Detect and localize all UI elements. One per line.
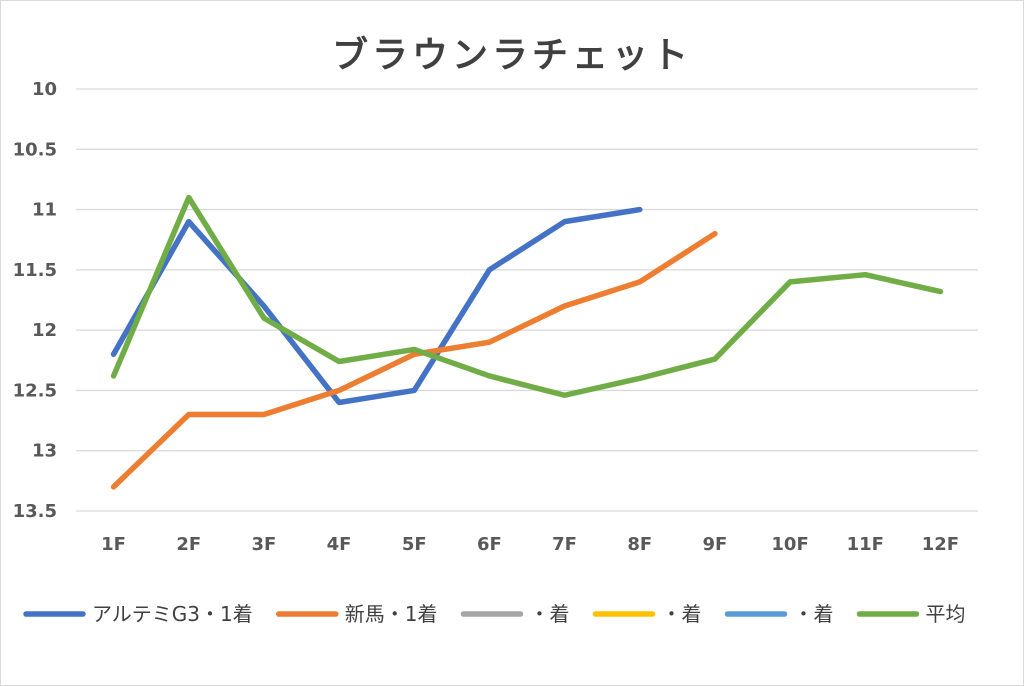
x-tick-label: 12F [922, 534, 959, 555]
legend-item: アルテミG3・1着 [23, 602, 253, 626]
y-tick-label: 12.5 [13, 380, 57, 401]
series-lines [110, 194, 944, 490]
y-tick-label: 10 [32, 79, 57, 100]
legend-label: 平均 [925, 602, 965, 626]
legend-item: 新馬・1着 [276, 602, 438, 626]
x-tick-label: 2F [176, 534, 201, 555]
series-line-1 [110, 230, 718, 490]
x-tick-label: 4F [327, 534, 352, 555]
x-tick-label: 6F [477, 534, 502, 555]
legend-label: アルテミG3・1着 [92, 602, 253, 626]
gridlines [76, 88, 978, 512]
x-tick-label: 3F [252, 534, 277, 555]
x-tick-label: 9F [703, 534, 728, 555]
legend-item: 平均 [856, 602, 965, 626]
series-line-5 [110, 194, 944, 399]
y-tick-label: 13.5 [13, 501, 57, 522]
x-tick-label: 10F [771, 534, 808, 555]
legend-label: ・着 [793, 602, 833, 626]
x-tick-label: 8F [627, 534, 652, 555]
x-tick-label: 11F [847, 534, 884, 555]
y-tick-label: 11 [32, 200, 57, 221]
legend-label: 新馬・1着 [345, 602, 438, 626]
y-tick-label: 13 [32, 441, 57, 462]
y-tick-label: 10.5 [13, 139, 57, 160]
y-axis-tick-labels: 10 10.5 11 11.5 12 12.5 13 13.5 [13, 79, 57, 522]
x-axis-tick-labels: 1F 2F 3F 4F 5F 6F 7F 8F 9F 10F 11F 12F [101, 534, 959, 555]
legend-label: ・着 [529, 602, 569, 626]
legend-item: ・着 [592, 602, 701, 626]
series-line-0 [110, 206, 643, 406]
y-tick-label: 11.5 [13, 260, 57, 281]
chart-title: ブラウンラチェット [332, 34, 692, 76]
legend-item: ・着 [460, 602, 569, 626]
legend-item: ・着 [724, 602, 833, 626]
x-tick-label: 5F [402, 534, 427, 555]
x-tick-label: 7F [552, 534, 577, 555]
y-tick-label: 12 [32, 320, 57, 341]
legend-label: ・着 [661, 602, 701, 626]
x-tick-label: 1F [101, 534, 126, 555]
legend: アルテミG3・1着 新馬・1着 ・着 ・着 ・着 平均 [23, 602, 965, 626]
